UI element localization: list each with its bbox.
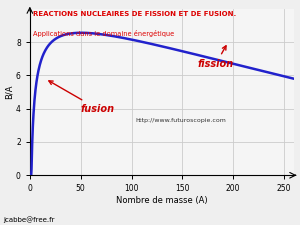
Text: fusion: fusion: [49, 81, 115, 114]
Text: http://www.futuroscopie.com: http://www.futuroscopie.com: [135, 118, 226, 123]
Text: REACTIONS NUCLEAIRES DE FISSION ET DE FUSION.: REACTIONS NUCLEAIRES DE FISSION ET DE FU…: [33, 11, 236, 17]
Text: Applications dans le domaine énergétique: Applications dans le domaine énergétique: [33, 30, 174, 37]
Y-axis label: B/A: B/A: [4, 85, 13, 99]
Text: jcabbe@free.fr: jcabbe@free.fr: [3, 216, 55, 223]
X-axis label: Nombre de masse (A): Nombre de masse (A): [116, 196, 208, 205]
Text: fission: fission: [198, 46, 234, 69]
